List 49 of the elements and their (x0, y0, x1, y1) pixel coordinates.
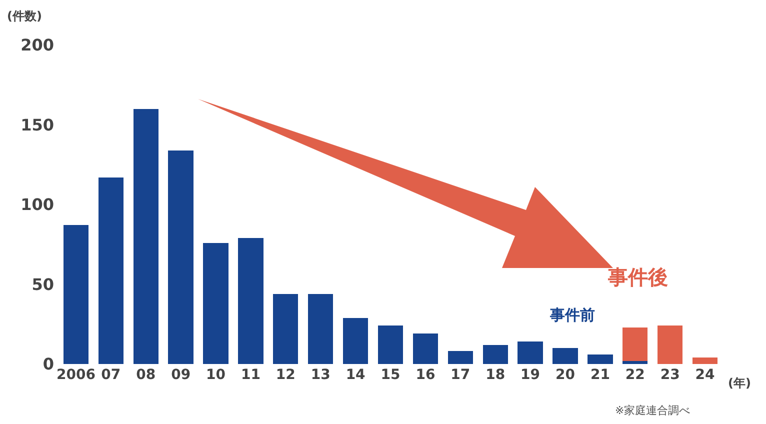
y-tick-label: 150 (20, 115, 54, 134)
bar (692, 358, 718, 364)
x-tick-label: 14 (346, 367, 366, 383)
bar (238, 238, 264, 364)
x-tick-label: 08 (136, 367, 156, 383)
bar (482, 344, 508, 364)
bar (308, 294, 334, 364)
x-tick-label: 11 (240, 367, 260, 383)
y-tick-label: 0 (42, 354, 54, 374)
series-label: 事件前 (549, 306, 595, 324)
x-tick-label: 24 (695, 367, 716, 383)
x-tick-label: 10 (206, 367, 226, 383)
bar (588, 354, 613, 364)
bar (448, 351, 473, 364)
series-label: 事件後 (607, 265, 668, 289)
bar (518, 342, 543, 364)
text: ※家庭連合調べ (615, 404, 690, 417)
x-tick-label: 12 (276, 367, 296, 383)
bar (133, 108, 158, 364)
x-axis-title: (年) (728, 376, 751, 390)
bar (203, 242, 228, 364)
x-tick-label: 07 (101, 367, 121, 383)
y-tick-label: 100 (20, 195, 54, 214)
x-tick-label: 15 (380, 367, 400, 383)
x-tick-label: 09 (171, 367, 191, 383)
y-tick-label: 50 (32, 274, 54, 294)
y-axis-title: (件数) (7, 9, 42, 23)
x-tick-label: 21 (590, 367, 610, 383)
bar (168, 150, 194, 364)
x-tick-label: 22 (625, 367, 645, 383)
x-tick-label: 20 (556, 367, 576, 383)
y-tick-label: 200 (20, 36, 54, 55)
x-tick-label: 18 (486, 367, 506, 383)
x-tick-label: 17 (450, 367, 470, 383)
bar (63, 225, 89, 364)
bar (658, 326, 683, 364)
x-tick-label: 23 (660, 367, 680, 383)
bar (98, 177, 124, 364)
bar (273, 294, 298, 364)
bar (552, 348, 578, 364)
bar (412, 334, 438, 364)
bar (378, 326, 404, 364)
x-tick-label: 2006 (56, 367, 96, 383)
x-tick-label: 19 (520, 367, 540, 383)
x-tick-label: 13 (310, 367, 330, 383)
x-tick-label: 16 (416, 367, 436, 383)
bar (622, 360, 648, 364)
bar (622, 327, 648, 361)
bar (342, 318, 368, 364)
